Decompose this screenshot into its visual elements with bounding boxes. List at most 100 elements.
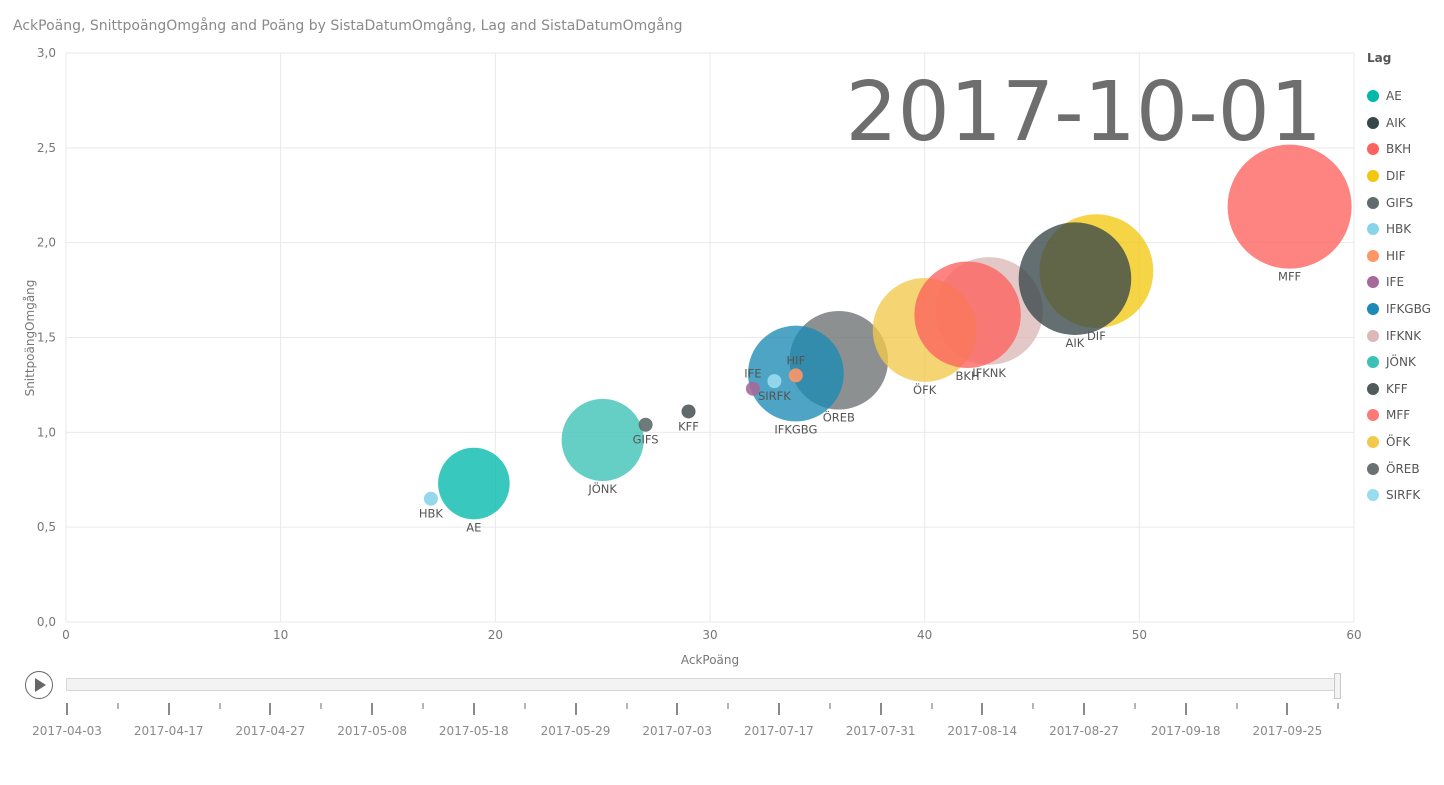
legend-item-sirfk[interactable]: SIRFK: [1367, 482, 1431, 509]
x-tick-label: 10: [273, 628, 288, 642]
play-axis-timeline: 2017-04-03 2017-04-17 2017-04-27 2017-05-08…: [0, 700, 1444, 750]
y-tick-label: 2,5: [37, 141, 56, 155]
legend-label: JÖNK: [1386, 355, 1416, 370]
legend-label: GIFS: [1386, 195, 1414, 210]
timeline-date-label[interactable]: 2017-07-17: [744, 724, 814, 738]
timeline-date-label[interactable]: 2017-05-18: [438, 724, 509, 738]
bubble-label-jönk: JÖNK: [587, 480, 617, 496]
bubble-label-ifknk: IFKNK: [972, 366, 1006, 380]
timeline-date-label[interactable]: 2017-08-14: [947, 724, 1018, 738]
bubble-label-ae: AE: [466, 520, 481, 534]
timeline-date-label[interactable]: 2017-05-29: [540, 724, 611, 738]
bubble-label-hbk: HBK: [419, 507, 444, 521]
bubble-hbk[interactable]: [423, 491, 438, 506]
legend-item-ifknk[interactable]: IFKNK: [1367, 322, 1431, 349]
x-tick-label: 60: [1346, 628, 1361, 642]
timeline-date-label[interactable]: 2017-09-25: [1252, 724, 1323, 738]
timeline-tick: [879, 703, 882, 715]
legend-swatch: [1367, 462, 1379, 475]
legend-item-ifkgbg[interactable]: IFKGBG: [1367, 296, 1431, 323]
chart-title: AckPoäng, SnittpoängOmgång and Poäng by …: [13, 18, 683, 34]
legend-item-hbk[interactable]: HBK: [1367, 216, 1431, 243]
legend-label: SIRFK: [1386, 488, 1421, 503]
timeline-minor-tick: [727, 703, 730, 709]
bubble-bkh[interactable]: [914, 261, 1021, 368]
legend-label: HIF: [1386, 248, 1406, 263]
timeline-date-label[interactable]: 2017-07-03: [642, 724, 713, 738]
timeline-tick: [167, 703, 170, 715]
y-tick-label: 3,0: [37, 46, 56, 60]
legend-swatch: [1367, 409, 1379, 422]
legend-label: IFE: [1386, 275, 1405, 290]
legend-swatch: [1367, 303, 1379, 316]
legend-label: HBK: [1386, 222, 1412, 237]
legend-item-mff[interactable]: MFF: [1367, 402, 1431, 429]
legend-swatch: [1367, 329, 1379, 342]
bubble-ae[interactable]: [438, 447, 510, 520]
legend-item-aik[interactable]: AIK: [1367, 110, 1431, 137]
x-tick-label: 20: [488, 628, 503, 642]
legend-item-ae[interactable]: AE: [1367, 83, 1431, 110]
timeline-minor-tick: [1337, 703, 1339, 709]
legend-item-öreb[interactable]: ÖREB: [1367, 455, 1431, 482]
legend-label: IFKNK: [1386, 328, 1422, 343]
legend-item-kff[interactable]: KFF: [1367, 376, 1431, 403]
timeline-tick: [676, 703, 679, 715]
bubble-label-bkh: BKH: [956, 369, 980, 383]
legend-swatch: [1367, 276, 1379, 289]
bubble-aik[interactable]: [1018, 222, 1132, 336]
legend-item-dif[interactable]: DIF: [1367, 163, 1431, 190]
y-tick-label: 1,5: [37, 331, 56, 345]
bubble-label-ifkgbg: IFKGBG: [774, 422, 817, 436]
timeline-tick: [269, 703, 272, 715]
timeline-tick: [1286, 703, 1289, 715]
timeline-date-label[interactable]: 2017-05-08: [337, 724, 407, 738]
legend-swatch: [1367, 436, 1379, 449]
timeline-tick: [371, 703, 374, 715]
play-axis-track[interactable]: [66, 678, 1338, 691]
timeline-date-label[interactable]: 2017-04-27: [235, 724, 306, 738]
bubble-sirfk[interactable]: [767, 374, 782, 389]
timeline-minor-tick: [1134, 703, 1136, 709]
legend-label: AE: [1386, 89, 1402, 104]
play-axis-handle[interactable]: [1334, 673, 1341, 699]
timeline-minor-tick: [930, 703, 933, 709]
y-tick-label: 0,5: [37, 520, 56, 534]
timeline-minor-tick: [320, 703, 323, 709]
legend-swatch: [1367, 382, 1379, 395]
timeline-date-label[interactable]: 2017-07-31: [845, 724, 916, 738]
bubble-hif[interactable]: [788, 368, 803, 383]
legend-item-öfk[interactable]: ÖFK: [1367, 429, 1431, 456]
timeline-date-label[interactable]: 2017-08-27: [1049, 724, 1119, 738]
x-tick-label: 50: [1132, 628, 1147, 642]
timeline-date-label[interactable]: 2017-09-18: [1150, 724, 1221, 738]
legend-swatch: [1367, 249, 1379, 262]
legend-item-hif[interactable]: HIF: [1367, 243, 1431, 270]
legend-label: IFKGBG: [1386, 302, 1431, 317]
timeline-tick: [777, 703, 780, 715]
legend-item-ife[interactable]: IFE: [1367, 269, 1431, 296]
legend-swatch: [1367, 170, 1379, 183]
legend-item-jönk[interactable]: JÖNK: [1367, 349, 1431, 376]
legend-swatch: [1367, 143, 1379, 156]
bubble-label-gifs: GIFS: [633, 433, 659, 447]
bubble-jönk[interactable]: [561, 398, 644, 481]
timeline-date-label[interactable]: 2017-04-17: [133, 724, 204, 738]
timeline-date-label[interactable]: 2017-04-03: [32, 724, 102, 738]
legend-item-gifs[interactable]: GIFS: [1367, 189, 1431, 216]
scatter-plot: 0 10 20 30 40 50 60 0,0 0,5 1,0 1,5 2,0 2,5 3,0 IFKNK…: [23, 46, 1362, 667]
timeline-tick: [574, 703, 577, 715]
timeline-minor-tick: [1235, 703, 1238, 709]
bubble-label-mff: MFF: [1278, 270, 1301, 284]
bubble-kff[interactable]: [681, 404, 696, 419]
y-axis-label: SnittpoängOmgång: [23, 280, 37, 397]
legend-item-bkh[interactable]: BKH: [1367, 136, 1431, 163]
bubble-mff[interactable]: [1227, 144, 1352, 269]
play-button[interactable]: [25, 671, 53, 699]
bubble-ife[interactable]: [745, 381, 760, 396]
legend-swatch: [1367, 356, 1379, 369]
bubble-gifs[interactable]: [638, 417, 653, 432]
bubble-label-öreb: ÖREB: [823, 409, 855, 425]
x-axis-label: AckPoäng: [681, 653, 739, 667]
bubble-label-ife: IFE: [744, 367, 761, 381]
